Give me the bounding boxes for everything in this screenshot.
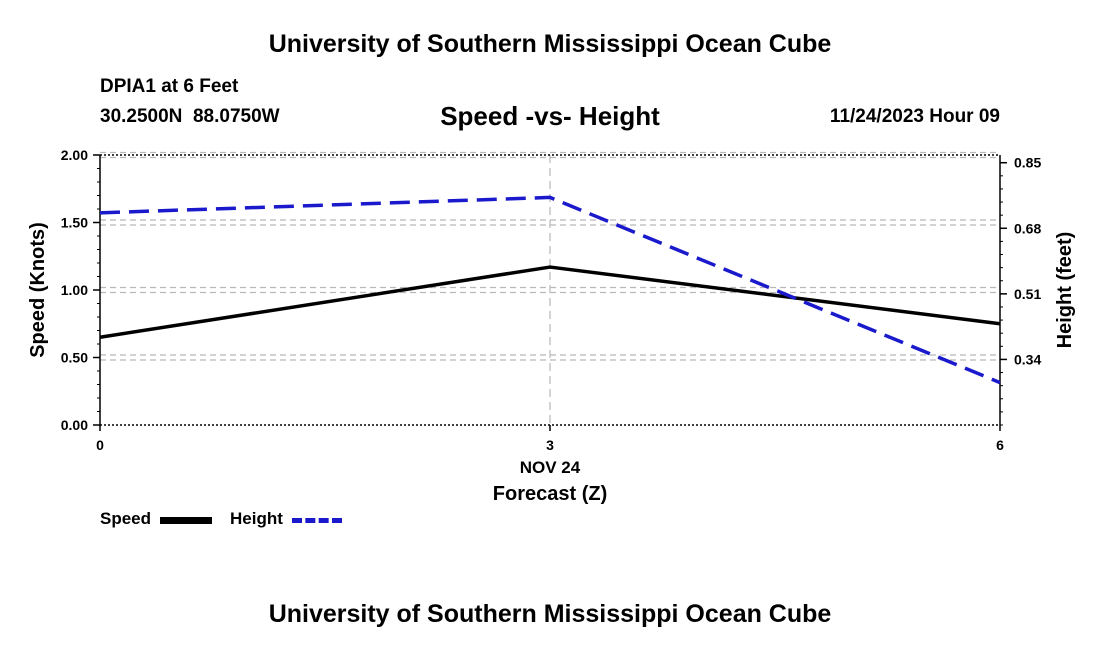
footer-title: University of Southern Mississippi Ocean… bbox=[268, 600, 832, 628]
left-tick-label-1: 0.50 bbox=[61, 350, 88, 366]
main-title: University of Southern Mississippi Ocean… bbox=[268, 30, 832, 58]
speed-height-chart: 0.00 0.50 1.00 1.50 2.00 0.34 0.51 0.68 0.85 0 3 6 S… bbox=[27, 147, 1076, 453]
chart-title: Speed -vs- Height bbox=[440, 101, 660, 131]
right-tick-label-3: 0.85 bbox=[1014, 155, 1041, 171]
x-tick-label-1: 3 bbox=[546, 437, 554, 453]
right-tick-label-1: 0.51 bbox=[1014, 286, 1041, 302]
legend-height-swatch bbox=[292, 518, 342, 523]
x-tick-label-0: 0 bbox=[96, 437, 104, 453]
x-tick-label-2: 6 bbox=[996, 437, 1004, 453]
left-tick-label-3: 1.50 bbox=[61, 215, 88, 231]
station-label: DPIA1 at 6 Feet bbox=[100, 76, 239, 97]
legend-speed-swatch bbox=[160, 517, 212, 524]
left-tick-label-4: 2.00 bbox=[61, 147, 88, 163]
left-tick-label-0: 0.00 bbox=[61, 417, 88, 433]
right-tick-label-0: 0.34 bbox=[1014, 351, 1041, 367]
y-axis-right-label: Height (feet) bbox=[1054, 232, 1076, 349]
station-coordinates: 30.2500N 88.0750W bbox=[100, 106, 280, 127]
forecast-date: 11/24/2023 Hour 09 bbox=[829, 106, 1000, 127]
y-axis-left-label: Speed (Knots) bbox=[27, 222, 49, 358]
legend-height-label: Height bbox=[230, 509, 283, 528]
right-tick-label-2: 0.68 bbox=[1014, 220, 1041, 236]
x-axis-label: Forecast (Z) bbox=[492, 483, 608, 505]
x-date-label: NOV 24 bbox=[519, 458, 581, 477]
left-tick-label-2: 1.00 bbox=[61, 282, 88, 298]
legend-speed-label: Speed bbox=[100, 509, 152, 528]
